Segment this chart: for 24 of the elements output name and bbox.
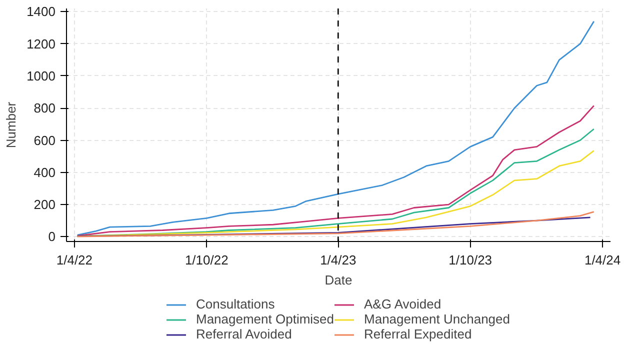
legend-label: Referral Avoided [196,326,292,342]
x-axis-title: Date [324,272,352,288]
y-tick-label: 400 [34,164,56,180]
legend-label: Consultations [196,296,275,312]
legend-label: Management Unchanged [364,312,510,326]
y-tick-label: 1400 [26,4,56,20]
legend-label: A&G Avoided [364,296,442,312]
y-axis-title: Number [4,101,19,148]
y-tick-label: 0 [48,229,56,244]
x-tick-label: 1/4/23 [320,252,356,268]
line-series [76,20,595,236]
legend-label: Referral Expedited [364,326,472,342]
line-series [76,105,595,237]
y-tick-label: 600 [34,132,56,148]
x-tick-label: 1/4/22 [56,252,93,268]
x-tick-label: 1/10/23 [448,252,492,268]
y-tick-label: 1000 [26,68,56,84]
legend-label: Management Optimised [196,312,334,326]
y-tick-label: 1200 [26,36,56,52]
line-series [76,211,595,238]
x-tick-label: 1/10/22 [184,252,228,268]
y-tick-label: 200 [34,197,56,212]
y-tick-label: 800 [34,100,56,116]
x-tick-label: 1/4/24 [584,252,621,268]
